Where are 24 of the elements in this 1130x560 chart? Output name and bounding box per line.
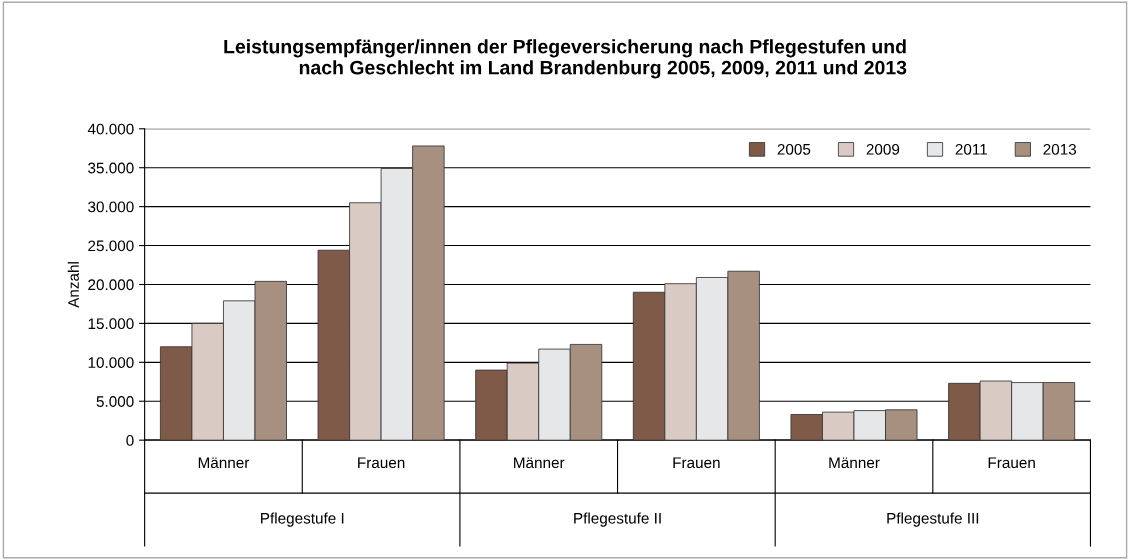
legend-label: 2009 (866, 143, 900, 155)
legend-label: 2011 (955, 143, 987, 155)
text: Pflegestufe II (574, 512, 661, 527)
y-tick-label: 40.000 (87, 123, 134, 135)
y-tick-label: 20.000 (88, 279, 134, 291)
legend-label: 2013 (1043, 143, 1077, 155)
y-tick-label: 0 (126, 435, 134, 446)
y-axis-title: Anzahl (67, 262, 79, 308)
x-tick-label: Männer (198, 457, 250, 469)
y-tick-label: 25.000 (88, 240, 134, 252)
x-tick-label: Männer (829, 457, 880, 469)
text: Pflegestufe I (261, 512, 344, 527)
chart-title: Leistungsempfänger/innen der Pflegeversicherung nach Pflegestufen und nach Geschlecht im Land Brandenburg 2005, 2009, 2011 und 2013 (224, 39, 907, 79)
x-tick-label: Frauen (988, 457, 1035, 469)
y-tick-label: 15.000 (88, 318, 134, 330)
x-tick-label: Männer (514, 457, 565, 469)
x-tick-label: Frauen (358, 457, 405, 469)
y-tick-label: 10.000 (88, 357, 134, 369)
y-tick-label: 30.000 (88, 201, 134, 213)
y-tick-label: 5.000 (96, 396, 134, 407)
x-tick-label: Frauen (673, 457, 720, 469)
legend-label: 2005 (777, 143, 811, 155)
y-tick-label: 35.000 (88, 162, 134, 174)
text: Pflegestufe III (887, 512, 979, 527)
